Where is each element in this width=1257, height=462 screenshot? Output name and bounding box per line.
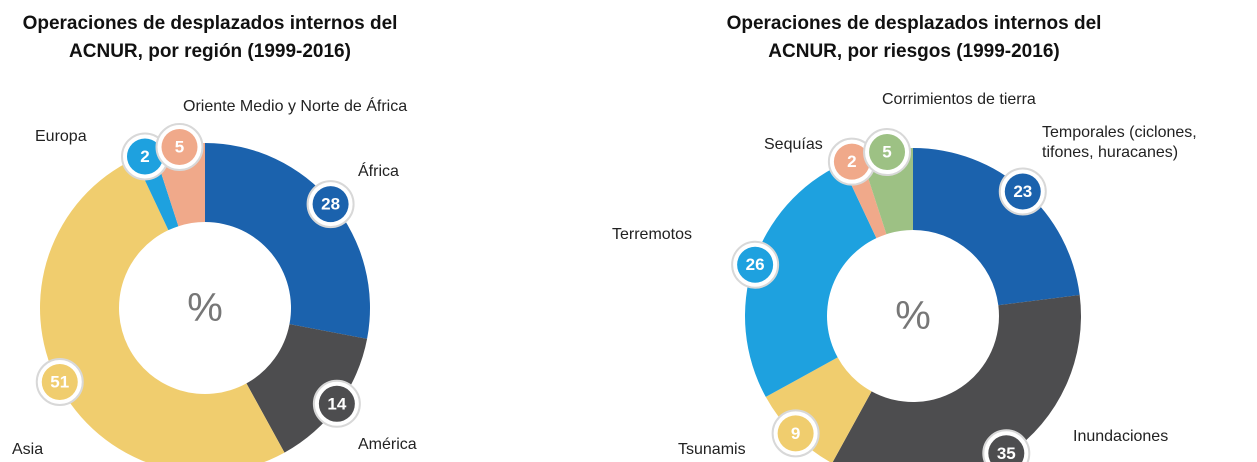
segment-label: Oriente Medio y Norte de África — [183, 98, 408, 115]
segment-label: Corrimientos de tierra — [882, 91, 1036, 108]
value-label: 51 — [50, 373, 69, 392]
badge — [833, 143, 870, 180]
badge — [312, 186, 349, 223]
donut-segment — [832, 294, 1082, 462]
value-label: 26 — [746, 255, 765, 274]
segment-label: América — [358, 436, 417, 453]
value-label: 35 — [997, 444, 1016, 462]
badge — [318, 385, 355, 422]
segment-label: Terremotos — [612, 226, 693, 243]
value-label: 2 — [140, 147, 149, 166]
value-label: 9 — [791, 424, 800, 443]
segment-label: Tsunamis — [678, 441, 746, 458]
value-label: 5 — [882, 143, 891, 162]
donut-segment — [913, 148, 1080, 306]
badge — [161, 129, 198, 166]
center-label: % — [187, 286, 223, 330]
badge — [126, 138, 163, 175]
donut-segment — [745, 163, 877, 397]
segment-label: Asia — [12, 441, 44, 458]
value-label: 23 — [1013, 182, 1032, 201]
segment-label: Temporales (ciclones, tifones, huracanes… — [1042, 124, 1197, 161]
chart-title: Operaciones de desplazados internos del … — [22, 13, 398, 62]
segment-label: Sequías — [764, 136, 823, 153]
badge — [869, 134, 906, 171]
donut-segment — [246, 324, 368, 453]
donut-segment — [40, 158, 285, 462]
segment-label: Europa — [35, 128, 87, 145]
value-label: 2 — [847, 152, 856, 171]
value-label: 28 — [321, 195, 340, 214]
center-label: % — [895, 294, 931, 338]
chart-title: Operaciones de desplazados internos del … — [726, 13, 1102, 62]
badge — [1004, 173, 1041, 210]
value-label: 14 — [327, 394, 346, 413]
badge — [737, 246, 774, 283]
donut-segment — [205, 143, 370, 339]
badge — [41, 364, 78, 401]
badge — [988, 435, 1025, 462]
value-label: 5 — [175, 138, 184, 157]
donut-segment — [765, 357, 872, 462]
segment-label: África — [358, 163, 399, 180]
badge — [777, 415, 814, 452]
segment-label: Inundaciones — [1073, 428, 1169, 445]
